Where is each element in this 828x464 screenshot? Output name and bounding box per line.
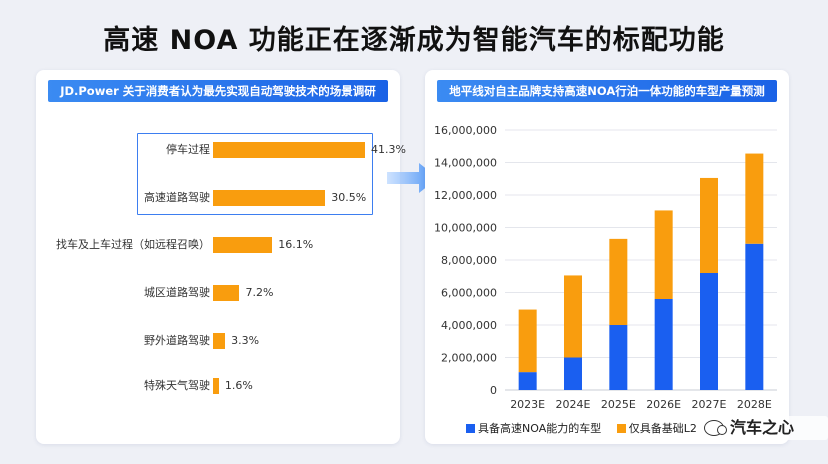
y-tick-label: 14,000,000: [434, 157, 497, 170]
survey-bar-value: 16.1%: [278, 238, 314, 251]
survey-bar-label: 野外道路驾驶: [144, 334, 210, 347]
survey-bar-label: 找车及上车过程（如远程召唤）: [56, 238, 210, 251]
y-tick-label: 0: [490, 384, 497, 397]
survey-bar-label: 高速道路驾驶: [144, 191, 210, 204]
y-tick-label: 6,000,000: [441, 287, 497, 300]
bar-noa: [700, 273, 718, 390]
x-tick-label: 2024E: [556, 398, 591, 411]
survey-bar: [213, 237, 273, 253]
survey-panel-title: JD.Power 关于消费者认为最先实现自动驾驶技术的场景调研: [48, 80, 388, 102]
bar-noa: [745, 243, 764, 390]
survey-bar-value: 30.5%: [331, 191, 367, 204]
bar-noa: [518, 372, 537, 390]
survey-bar-value: 41.3%: [371, 143, 406, 156]
x-tick-label: 2025E: [601, 398, 636, 411]
legend-item-l2: 仅具备基础L2: [616, 420, 697, 438]
y-tick-label: 4,000,000: [441, 319, 497, 332]
legend-label-noa: 具备高速NOA能力的车型: [478, 422, 602, 435]
bar-l2: [564, 275, 582, 358]
x-tick-label: 2028E: [737, 398, 772, 411]
legend-label-l2: 仅具备基础L2: [628, 422, 697, 435]
survey-bar: [213, 142, 365, 158]
survey-bar-value: 3.3%: [231, 334, 260, 347]
survey-bar-value: 7.2%: [245, 286, 274, 299]
survey-panel: JD.Power 关于消费者认为最先实现自动驾驶技术的场景调研 停车过程 41.3…: [36, 70, 406, 444]
y-tick-label: 12,000,000: [434, 189, 497, 202]
x-tick-label: 2023E: [510, 398, 545, 411]
highlight-box: [137, 133, 373, 215]
bar-noa: [654, 299, 673, 390]
chart-legend: 具备高速NOA能力的车型 仅具备基础L2: [466, 420, 716, 438]
survey-row: 停车过程 41.3%: [36, 140, 406, 160]
forecast-panel-title: 地平线对自主品牌支持高速NOA行泊一体功能的车型产量预测: [437, 80, 777, 102]
legend-swatch-l2: [616, 424, 626, 433]
forecast-stacked-bar-chart: 0 2,000,000 4,000,000 6,000,000 8,000,000 10,…: [434, 124, 777, 411]
watermark-text: 汽车之心: [730, 418, 795, 437]
y-tick-label: 16,000,000: [434, 124, 497, 137]
page-title: 高速 NOA 功能正在逐渐成为智能汽车的标配功能: [103, 25, 725, 56]
survey-bar-label: 城区道路驾驶: [144, 286, 210, 299]
survey-bar-value: 1.6%: [224, 379, 253, 392]
survey-bar-label: 停车过程: [166, 143, 210, 156]
bar-noa: [609, 325, 628, 390]
survey-row: 城区道路驾驶 7.2%: [36, 283, 400, 303]
survey-row: 找车及上车过程（如远程召唤） 16.1%: [36, 235, 400, 255]
y-tick-label: 2,000,000: [441, 352, 497, 365]
bar-l2: [700, 177, 718, 273]
x-tick-label: 2026E: [646, 398, 681, 411]
legend-swatch-noa: [466, 424, 475, 433]
bar-l2: [518, 309, 537, 373]
survey-bar: [213, 333, 226, 349]
survey-bar: [213, 190, 326, 206]
survey-row: 高速道路驾驶 30.5%: [36, 188, 400, 208]
y-tick-label: 8,000,000: [441, 254, 497, 267]
forecast-panel: 地平线对自主品牌支持高速NOA行泊一体功能的车型产量预测: [425, 70, 789, 444]
survey-bar-label: 特殊天气驾驶: [144, 379, 210, 392]
bar-noa: [564, 357, 582, 390]
x-tick-label: 2027E: [692, 398, 727, 411]
watermark: 汽车之心: [700, 416, 828, 440]
bar-l2: [609, 238, 628, 325]
survey-row: 野外道路驾驶 3.3%: [36, 331, 400, 351]
chat-bubble-icon: [704, 420, 727, 436]
bar-l2: [654, 210, 673, 299]
bar-l2: [745, 153, 764, 244]
y-tick-label: 10,000,000: [434, 222, 497, 235]
survey-bar: [213, 285, 240, 301]
survey-row: 特殊天气驾驶 1.6%: [36, 376, 400, 396]
survey-bar: [213, 378, 219, 394]
legend-item-noa: 具备高速NOA能力的车型: [466, 420, 601, 438]
